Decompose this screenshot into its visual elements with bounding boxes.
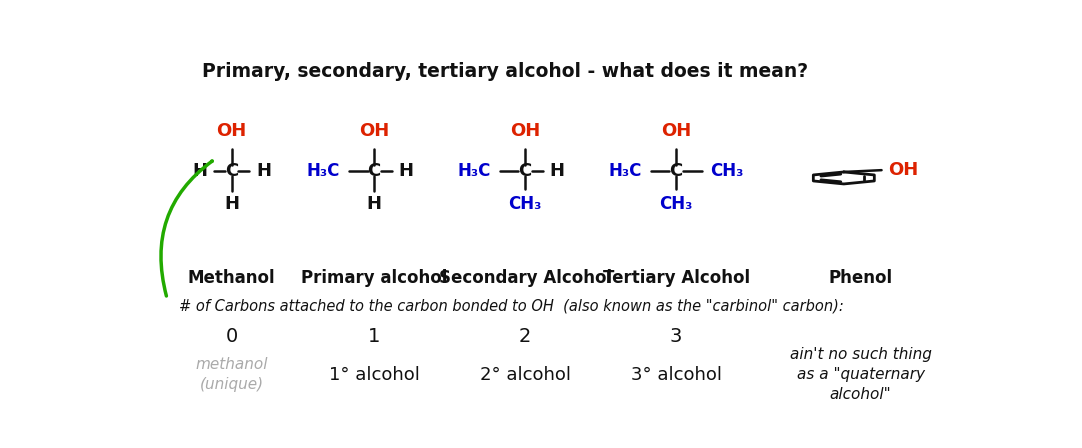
Text: Secondary Alcohol: Secondary Alcohol	[438, 269, 611, 287]
Text: 0: 0	[225, 327, 238, 346]
Text: Phenol: Phenol	[829, 269, 893, 287]
Text: CH₃: CH₃	[509, 195, 542, 213]
Text: H: H	[224, 195, 239, 213]
Text: Methanol: Methanol	[188, 269, 276, 287]
Text: 2° alcohol: 2° alcohol	[479, 366, 570, 383]
Text: Tertiary Alcohol: Tertiary Alcohol	[603, 269, 750, 287]
Text: H: H	[550, 162, 565, 180]
Text: H: H	[398, 162, 413, 180]
Text: 3: 3	[670, 327, 683, 346]
Text: 1: 1	[368, 327, 381, 346]
Text: OH: OH	[216, 122, 247, 140]
Text: OH: OH	[661, 122, 691, 140]
Text: H₃C: H₃C	[458, 162, 491, 180]
Text: C: C	[368, 162, 381, 180]
Text: OH: OH	[359, 122, 390, 140]
Text: 1° alcohol: 1° alcohol	[329, 366, 420, 383]
Text: ain't no such thing
as a "quaternary
alcohol": ain't no such thing as a "quaternary alc…	[790, 347, 932, 402]
Text: OH: OH	[888, 161, 919, 179]
Text: H: H	[256, 162, 272, 180]
Text: H₃C: H₃C	[306, 162, 340, 180]
Text: CH₃: CH₃	[711, 162, 744, 180]
Text: # of Carbons attached to the carbon bonded to OH  (also known as the "carbinol" : # of Carbons attached to the carbon bond…	[179, 298, 844, 313]
Text: Primary alcohol: Primary alcohol	[301, 269, 448, 287]
Text: Primary, secondary, tertiary alcohol - what does it mean?: Primary, secondary, tertiary alcohol - w…	[202, 62, 808, 82]
FancyArrowPatch shape	[161, 161, 212, 296]
Text: H: H	[193, 162, 208, 180]
Text: H₃C: H₃C	[608, 162, 642, 180]
Text: 2: 2	[519, 327, 531, 346]
Text: C: C	[518, 162, 531, 180]
Text: CH₃: CH₃	[659, 195, 692, 213]
Text: 3° alcohol: 3° alcohol	[631, 366, 722, 383]
Text: OH: OH	[510, 122, 540, 140]
Text: H: H	[367, 195, 382, 213]
Text: methanol
(unique): methanol (unique)	[196, 357, 268, 392]
Text: C: C	[670, 162, 683, 180]
Text: C: C	[225, 162, 238, 180]
